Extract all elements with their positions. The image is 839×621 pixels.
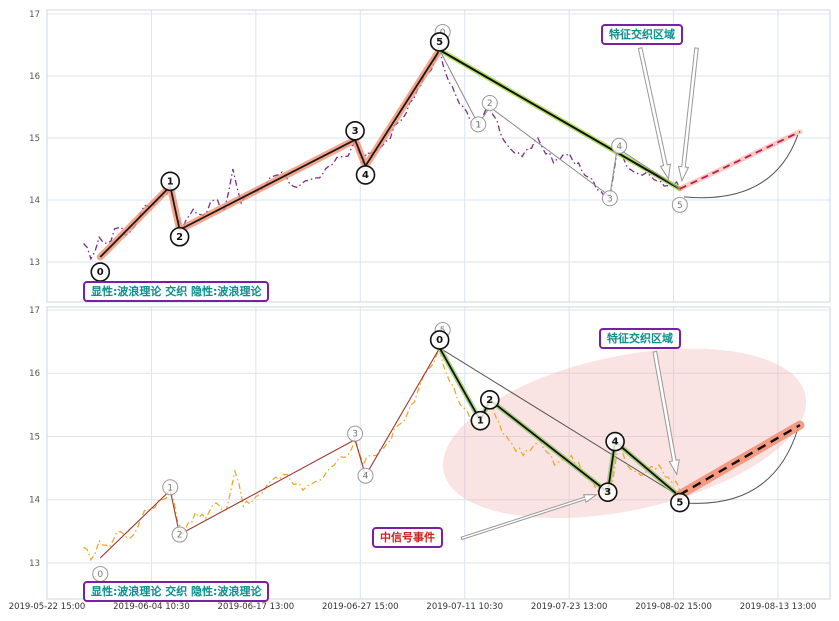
- wave-point-label: 3: [352, 430, 358, 440]
- wave-point-circle: [470, 116, 487, 133]
- wave-point-circle: [429, 330, 450, 350]
- signal-event-label: 中信号事件: [372, 527, 443, 548]
- x-tick-label: 2019-06-27 15:00: [322, 602, 399, 612]
- wave-point-circle: [611, 137, 628, 154]
- annotation-arrow: [677, 47, 699, 183]
- wave-point-circle: [160, 171, 181, 192]
- annotation-arrow: [652, 350, 680, 476]
- wave-point-circle: [162, 479, 179, 496]
- wave-point-label: 3: [607, 194, 613, 204]
- y-tick-label: 14: [29, 196, 40, 206]
- subplot-explicit-top: 1314151617012341234505: [29, 9, 831, 303]
- wave-point-label: 0: [97, 570, 103, 580]
- wave-point-circle: [671, 196, 688, 213]
- y-tick-label: 13: [29, 258, 40, 268]
- wave-point-label: 0: [97, 267, 104, 278]
- feature-ellipse: [442, 348, 807, 519]
- x-tick-label: 2019-07-23 13:00: [531, 602, 608, 612]
- x-tick-label: 2019-08-02 15:00: [635, 602, 712, 612]
- price-series-line: [83, 45, 681, 261]
- impulse-line: [99, 49, 441, 258]
- feature-zone-label-bottom: 特征交织区域: [599, 328, 681, 349]
- signal-arrow: [460, 494, 598, 541]
- wave-point-label: 4: [616, 142, 622, 152]
- wave-point-circle: [601, 190, 618, 207]
- wave-point-label: 0: [436, 335, 443, 346]
- corrective-straight-line: [439, 49, 681, 190]
- annotation-arrow: [637, 47, 671, 181]
- wave-point-circle: [481, 94, 498, 111]
- y-tick-label: 15: [29, 134, 40, 144]
- impulse-line: [99, 347, 441, 559]
- y-tick-label: 16: [29, 72, 40, 82]
- subplot-implicit-bottom: 1314151617012341234550: [29, 306, 831, 600]
- wave-point-circle: [347, 425, 364, 442]
- plot-frame: [46, 9, 831, 303]
- x-tick-label: 2019-05-22 15:00: [9, 602, 86, 612]
- wave-point-circle: [605, 431, 625, 452]
- wave-point-circle: [357, 467, 374, 484]
- legend-label-top: 显性:波浪理论 交织 隐性:波浪理论: [83, 281, 270, 302]
- feature-zone-label-top: 特征交织区域: [601, 24, 683, 45]
- wave-point-label: 5: [677, 201, 683, 211]
- wave-point-label: 2: [176, 232, 183, 243]
- wave-point-circle: [171, 526, 188, 543]
- legend-label-bottom: 显性:波浪理论 交织 隐性:波浪理论: [83, 581, 270, 602]
- forecast-line: [679, 424, 801, 496]
- wave-point-circle: [345, 121, 365, 141]
- wave-point-circle: [429, 32, 450, 52]
- corrective-straight-line: [439, 347, 681, 498]
- forecast-line: [679, 130, 801, 190]
- wave-point-circle: [470, 410, 491, 431]
- x-tick-label: 2019-08-13 13:00: [740, 602, 817, 612]
- y-tick-label: 17: [29, 306, 40, 316]
- wave-point-label: 1: [167, 483, 173, 493]
- wave-point-circle: [670, 492, 690, 513]
- x-tick-label: 2019-06-17 13:00: [218, 602, 295, 612]
- wave-point-label: 2: [177, 531, 183, 541]
- wave-point-circle: [479, 390, 500, 410]
- y-tick-label: 14: [29, 496, 40, 506]
- wave-point-label: 1: [475, 120, 481, 130]
- wave-point-circle: [597, 482, 618, 502]
- corrective-zigzag-line: [439, 49, 681, 197]
- wave-point-label: 4: [612, 437, 619, 448]
- plot-frame: [46, 306, 831, 600]
- wave-point-label: 4: [363, 472, 369, 482]
- y-tick-label: 16: [29, 369, 40, 379]
- y-tick-label: 17: [29, 10, 40, 20]
- wave-point-label: 4: [362, 170, 369, 181]
- wave-point-circle: [355, 165, 376, 185]
- wave-point-label: 5: [676, 498, 683, 509]
- x-tick-label: 2019-06-04 10:30: [113, 602, 190, 612]
- link-arc: [683, 134, 799, 199]
- wave-point-label: 3: [604, 487, 611, 498]
- wave-point-label: 1: [477, 416, 484, 427]
- link-arc: [683, 428, 799, 504]
- y-tick-label: 13: [29, 559, 40, 569]
- wave-point-label: 2: [486, 395, 493, 406]
- wave-point-label: 3: [352, 126, 359, 137]
- y-tick-label: 15: [29, 432, 40, 442]
- wave-point-label: 5: [436, 37, 443, 48]
- price-series-line: [83, 345, 681, 562]
- corrective-zigzag-line: [438, 347, 681, 498]
- wave-point-label: 1: [167, 176, 174, 187]
- wave-point-label: 2: [487, 99, 493, 109]
- wave-point-circle: [169, 226, 190, 247]
- x-tick-label: 2019-07-11 10:30: [426, 602, 503, 612]
